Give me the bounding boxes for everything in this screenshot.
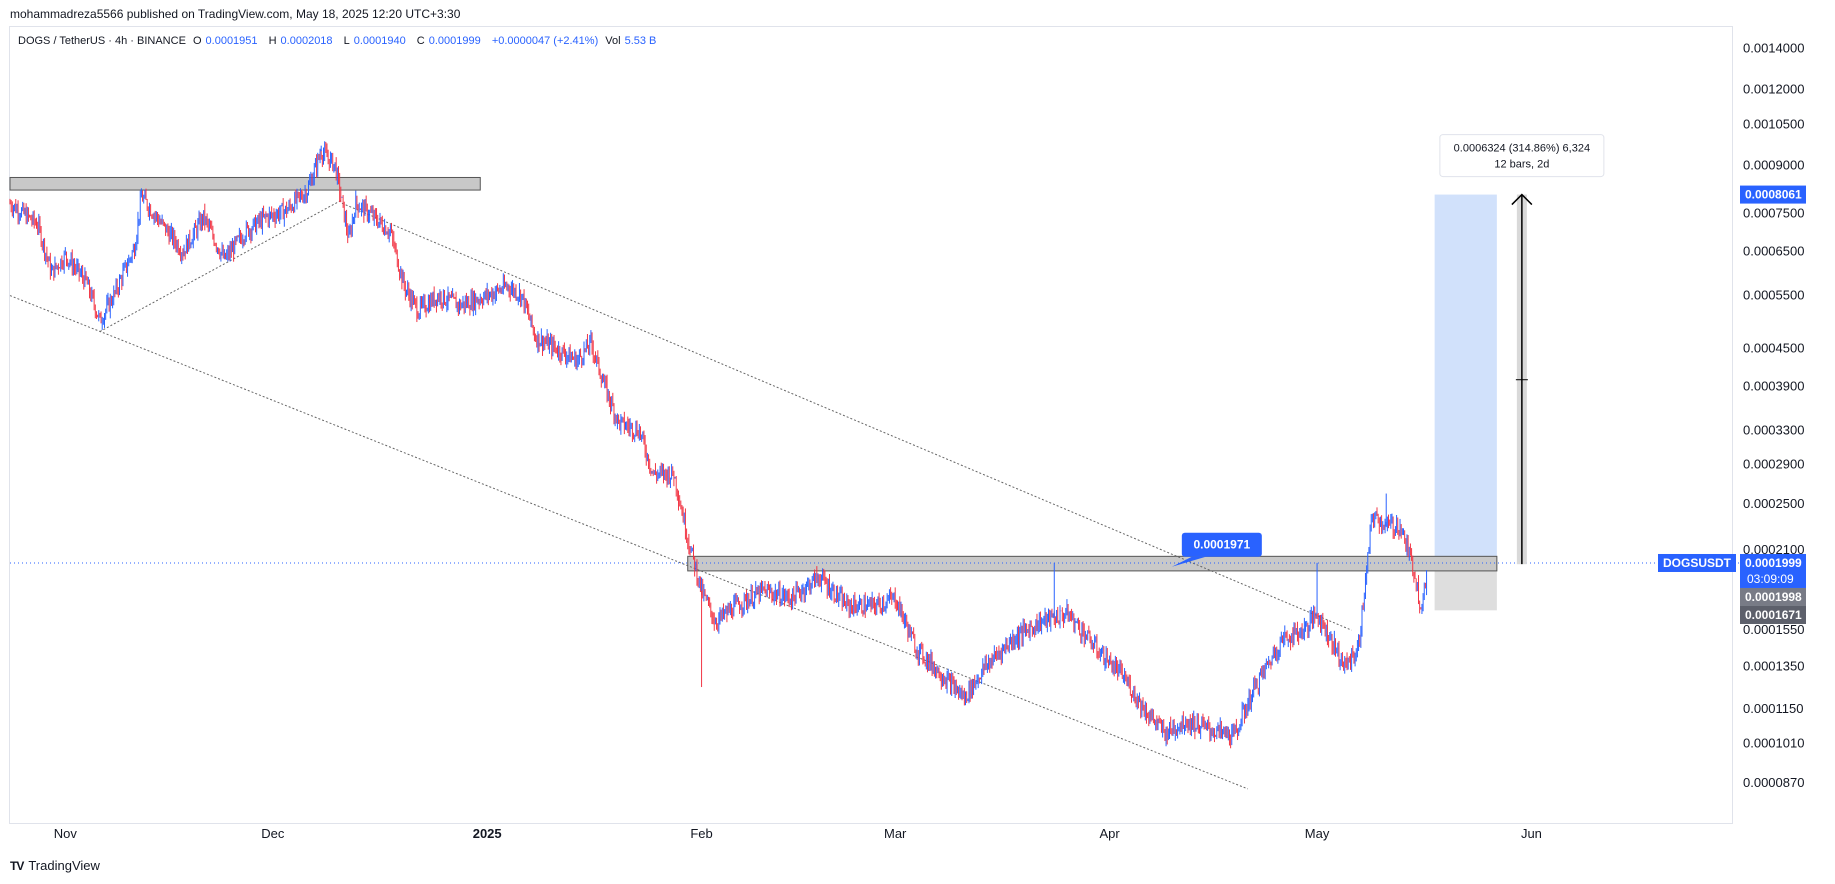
countdown: 03:09:09 — [1747, 572, 1794, 586]
support-resistance-zone — [687, 555, 1498, 572]
chart-frame — [9, 26, 1733, 824]
legend-close: 0.0001999 — [428, 35, 481, 47]
stop-price-tag — [1740, 605, 1806, 624]
y-tick-label: 0.0010500 — [1743, 117, 1804, 132]
y-tick-label: 0.0012000 — [1743, 81, 1804, 96]
trendline — [99, 199, 343, 332]
legend-high-label: H — [268, 35, 277, 47]
x-tick-label: Feb — [690, 826, 712, 841]
y-tick-label: 0.0003300 — [1743, 423, 1804, 438]
y-tick-label: 0.0007500 — [1743, 206, 1804, 221]
x-tick-label: Nov — [54, 826, 78, 841]
y-tick-label: 0.0002100 — [1743, 542, 1804, 557]
callout-label: 0.0001971 — [1193, 538, 1250, 552]
x-tick-label: Jun — [1521, 826, 1542, 841]
x-tick-label: Mar — [884, 826, 907, 841]
legend-open: 0.0001951 — [205, 35, 258, 47]
target-price-value: 0.0008061 — [1745, 188, 1802, 202]
trendline — [341, 202, 1352, 631]
y-tick-label: 0.0003900 — [1743, 378, 1804, 393]
symbol-legend: DOGS / TetherUS · 4h · BINANCE O 0.000195… — [18, 35, 664, 47]
legend-high: 0.0002018 — [280, 35, 333, 47]
y-tick-label: 0.0001010 — [1743, 735, 1804, 750]
symbol-tag-label: DOGSUSDT — [1663, 556, 1732, 570]
y-tick-label: 0.0014000 — [1743, 41, 1804, 56]
x-tick-label: Dec — [261, 826, 285, 841]
y-tick-label: 0.0005500 — [1743, 288, 1804, 303]
tradingview-logo-icon[interactable]: TV — [10, 858, 24, 873]
stop-price-value: 0.0001671 — [1745, 608, 1802, 622]
measure-label: 0.0006324 (314.86%) 6,324 — [1454, 143, 1590, 155]
publish-credit: mohammadreza5566 published on TradingVie… — [10, 7, 461, 21]
y-tick-label: 0.0004500 — [1743, 341, 1804, 356]
footer-brand-text: TradingView — [28, 858, 100, 873]
legend-vol-label: Vol — [605, 35, 621, 47]
x-tick-label: May — [1305, 826, 1330, 841]
legend-vol: 5.53 B — [624, 35, 657, 47]
callout-pointer — [1171, 556, 1206, 567]
y-tick-label: 0.0009000 — [1743, 157, 1804, 172]
y-tick-label: 0.0002900 — [1743, 457, 1804, 472]
target-price-tag — [1740, 185, 1806, 204]
legend-change: +0.0000047 (+2.41%) — [491, 35, 599, 47]
current-price-tag — [1740, 553, 1806, 588]
entry-price-tag — [1740, 587, 1806, 606]
y-tick-label: 0.0001350 — [1743, 659, 1804, 674]
measure-label-box — [1439, 134, 1605, 178]
y-tick-label: 0.0006500 — [1743, 243, 1804, 258]
footer-branding: TV TradingView — [10, 858, 100, 873]
y-tick-label: 0.0001550 — [1743, 622, 1804, 637]
measure-sublabel: 12 bars, 2d — [1494, 159, 1549, 171]
y-tick-label: 0.0000870 — [1743, 775, 1804, 790]
target-zone — [1434, 194, 1497, 565]
legend-open-label: O — [192, 35, 202, 47]
x-tick-label: 2025 — [473, 826, 502, 841]
support-resistance-zone — [9, 176, 481, 191]
x-tick-label: Apr — [1099, 826, 1120, 841]
candles — [9, 141, 1428, 749]
current-price-value: 0.0001999 — [1745, 556, 1802, 570]
legend-low-label: L — [343, 35, 350, 47]
legend-low: 0.0001940 — [353, 35, 406, 47]
legend-close-label: C — [416, 35, 425, 47]
callout-box — [1181, 532, 1262, 557]
y-tick-label: 0.0002500 — [1743, 496, 1804, 511]
y-tick-label: 0.0001150 — [1743, 701, 1804, 716]
measure-arrow-head — [1511, 193, 1533, 206]
symbol-tag — [1658, 553, 1736, 572]
entry-price-value: 0.0001998 — [1745, 590, 1802, 604]
stop-zone — [1434, 564, 1497, 611]
legend-symbol[interactable]: DOGS / TetherUS · 4h · BINANCE — [18, 35, 186, 47]
trendline — [9, 295, 1249, 790]
